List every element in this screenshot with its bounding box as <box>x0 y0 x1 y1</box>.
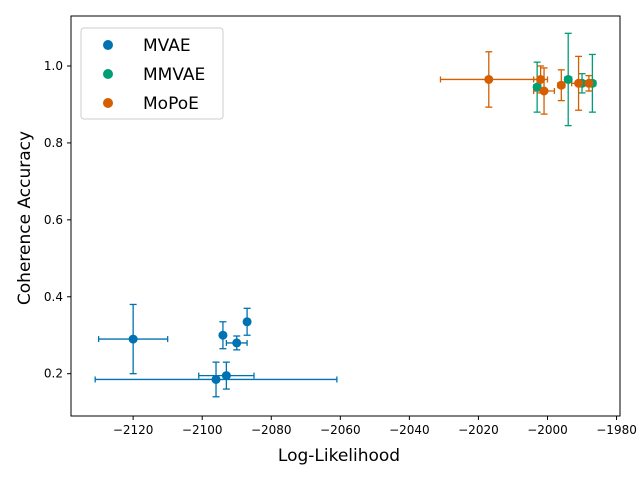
x-axis-title: Log-Likelihood <box>278 446 400 466</box>
x-tick-label: −2060 <box>320 423 361 437</box>
point-mvae <box>218 330 228 340</box>
y-tick-label: 0.6 <box>44 213 63 227</box>
points-layer <box>128 74 597 384</box>
point-mopoe <box>574 78 584 88</box>
y-tick-label: 0.4 <box>44 290 63 304</box>
point-mvae <box>242 317 252 327</box>
legend-label-mopoe: MoPoE <box>143 94 199 114</box>
point-mmvae <box>532 82 542 92</box>
y-axis-title: Coherence Accuracy <box>15 131 35 305</box>
legend-marker-mopoe <box>103 98 113 108</box>
legend: MVAE MMVAE MoPoE <box>80 27 224 120</box>
point-mvae <box>232 338 242 348</box>
point-mopoe <box>484 74 494 84</box>
y-tick-label: 0.2 <box>44 367 63 381</box>
point-mmvae <box>563 74 573 84</box>
legend-label-mmvae: MMVAE <box>143 65 205 85</box>
x-tick-label: −2020 <box>458 423 499 437</box>
y-tick-label: 1.0 <box>44 59 63 73</box>
ticks-layer: −2120 −2100 −2080 −2060 −2040 −2020 −2000 −1980… <box>44 59 637 437</box>
point-mopoe <box>556 80 566 90</box>
legend-label-mvae: MVAE <box>143 36 191 56</box>
point-mvae <box>211 374 221 384</box>
x-tick-label: −2100 <box>182 423 223 437</box>
legend-box <box>80 27 224 120</box>
point-mvae <box>221 371 231 381</box>
x-tick-label: −1980 <box>596 423 637 437</box>
plot-area-frame <box>70 15 621 417</box>
point-mopoe <box>584 78 594 88</box>
x-tick-label: −2080 <box>251 423 292 437</box>
legend-marker-mvae <box>103 40 113 50</box>
x-tick-label: −2000 <box>527 423 568 437</box>
x-tick-label: −2040 <box>389 423 430 437</box>
point-mopoe <box>536 74 546 84</box>
legend-marker-mmvae <box>103 69 113 79</box>
x-tick-label: −2120 <box>113 423 154 437</box>
point-mopoe <box>539 86 549 96</box>
y-tick-label: 0.8 <box>44 136 63 150</box>
point-mvae <box>128 334 138 344</box>
